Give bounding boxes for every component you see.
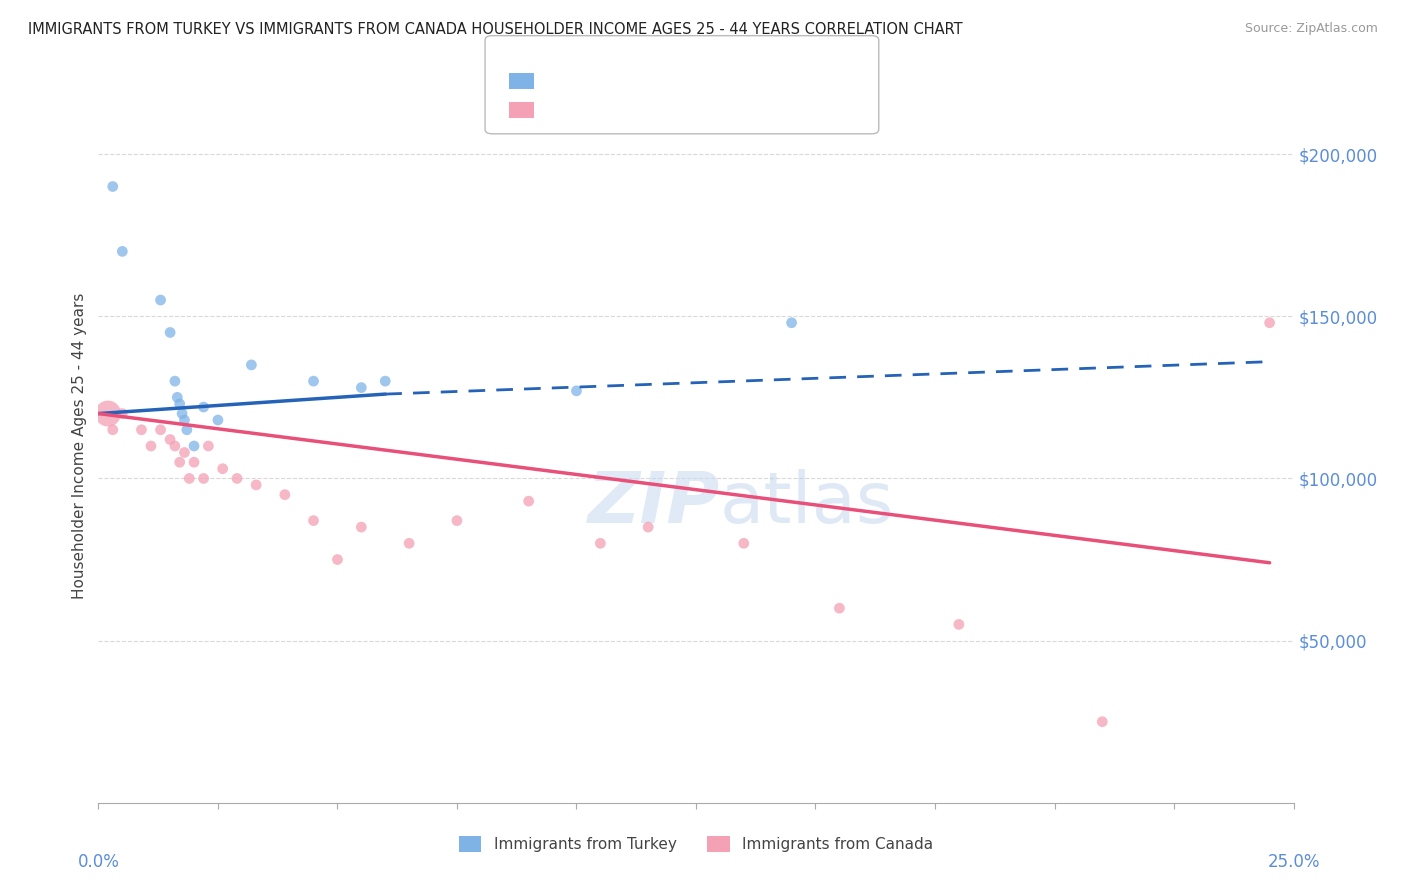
Point: [197, 439, 219, 453]
Point: [149, 423, 172, 437]
Point: [131, 423, 153, 437]
Text: R =: R =: [541, 103, 569, 117]
Point: [828, 601, 851, 615]
Point: [172, 407, 194, 421]
Point: [193, 471, 215, 485]
Point: [111, 244, 134, 259]
Point: [163, 439, 186, 453]
Point: [207, 413, 229, 427]
Point: [97, 407, 120, 421]
Text: -0.269: -0.269: [568, 103, 623, 117]
Point: [589, 536, 612, 550]
Point: [374, 374, 396, 388]
Point: [1258, 316, 1281, 330]
Point: [169, 397, 191, 411]
Point: [176, 423, 198, 437]
Text: 0.0%: 0.0%: [77, 853, 120, 871]
Point: [637, 520, 659, 534]
Point: [183, 455, 205, 469]
Point: [350, 381, 373, 395]
Point: [245, 478, 267, 492]
Point: [169, 455, 191, 469]
Text: ZIP: ZIP: [588, 468, 720, 538]
Point: [101, 423, 124, 437]
Point: [183, 439, 205, 453]
Point: [173, 413, 195, 427]
Point: [101, 179, 124, 194]
Point: [139, 439, 162, 453]
Point: [350, 520, 373, 534]
Point: [565, 384, 588, 398]
Point: [166, 390, 188, 404]
Point: [159, 433, 181, 447]
Point: [179, 471, 201, 485]
Point: [163, 374, 186, 388]
Point: [948, 617, 970, 632]
Point: [780, 316, 803, 330]
Point: [111, 407, 134, 421]
Text: 0.081: 0.081: [568, 74, 621, 88]
Point: [733, 536, 755, 550]
Text: R =: R =: [541, 74, 569, 88]
Text: 19: 19: [650, 74, 676, 88]
Point: [193, 400, 215, 414]
Text: 25.0%: 25.0%: [1267, 853, 1320, 871]
Y-axis label: Householder Income Ages 25 - 44 years: Householder Income Ages 25 - 44 years: [72, 293, 87, 599]
Point: [1091, 714, 1114, 729]
Point: [302, 374, 325, 388]
Point: [173, 445, 195, 459]
Point: [446, 514, 468, 528]
Point: [159, 326, 181, 340]
Text: N =: N =: [626, 103, 655, 117]
Point: [302, 514, 325, 528]
Point: [226, 471, 249, 485]
Point: [326, 552, 349, 566]
Text: atlas: atlas: [720, 468, 894, 538]
Legend: Immigrants from Turkey, Immigrants from Canada: Immigrants from Turkey, Immigrants from …: [458, 837, 934, 852]
Text: 31: 31: [650, 103, 676, 117]
Text: IMMIGRANTS FROM TURKEY VS IMMIGRANTS FROM CANADA HOUSEHOLDER INCOME AGES 25 - 44: IMMIGRANTS FROM TURKEY VS IMMIGRANTS FRO…: [28, 22, 963, 37]
Point: [274, 488, 297, 502]
Point: [211, 461, 233, 475]
Point: [149, 293, 172, 307]
Point: [398, 536, 420, 550]
Point: [240, 358, 263, 372]
Text: N =: N =: [626, 74, 655, 88]
Point: [517, 494, 540, 508]
Text: Source: ZipAtlas.com: Source: ZipAtlas.com: [1244, 22, 1378, 36]
